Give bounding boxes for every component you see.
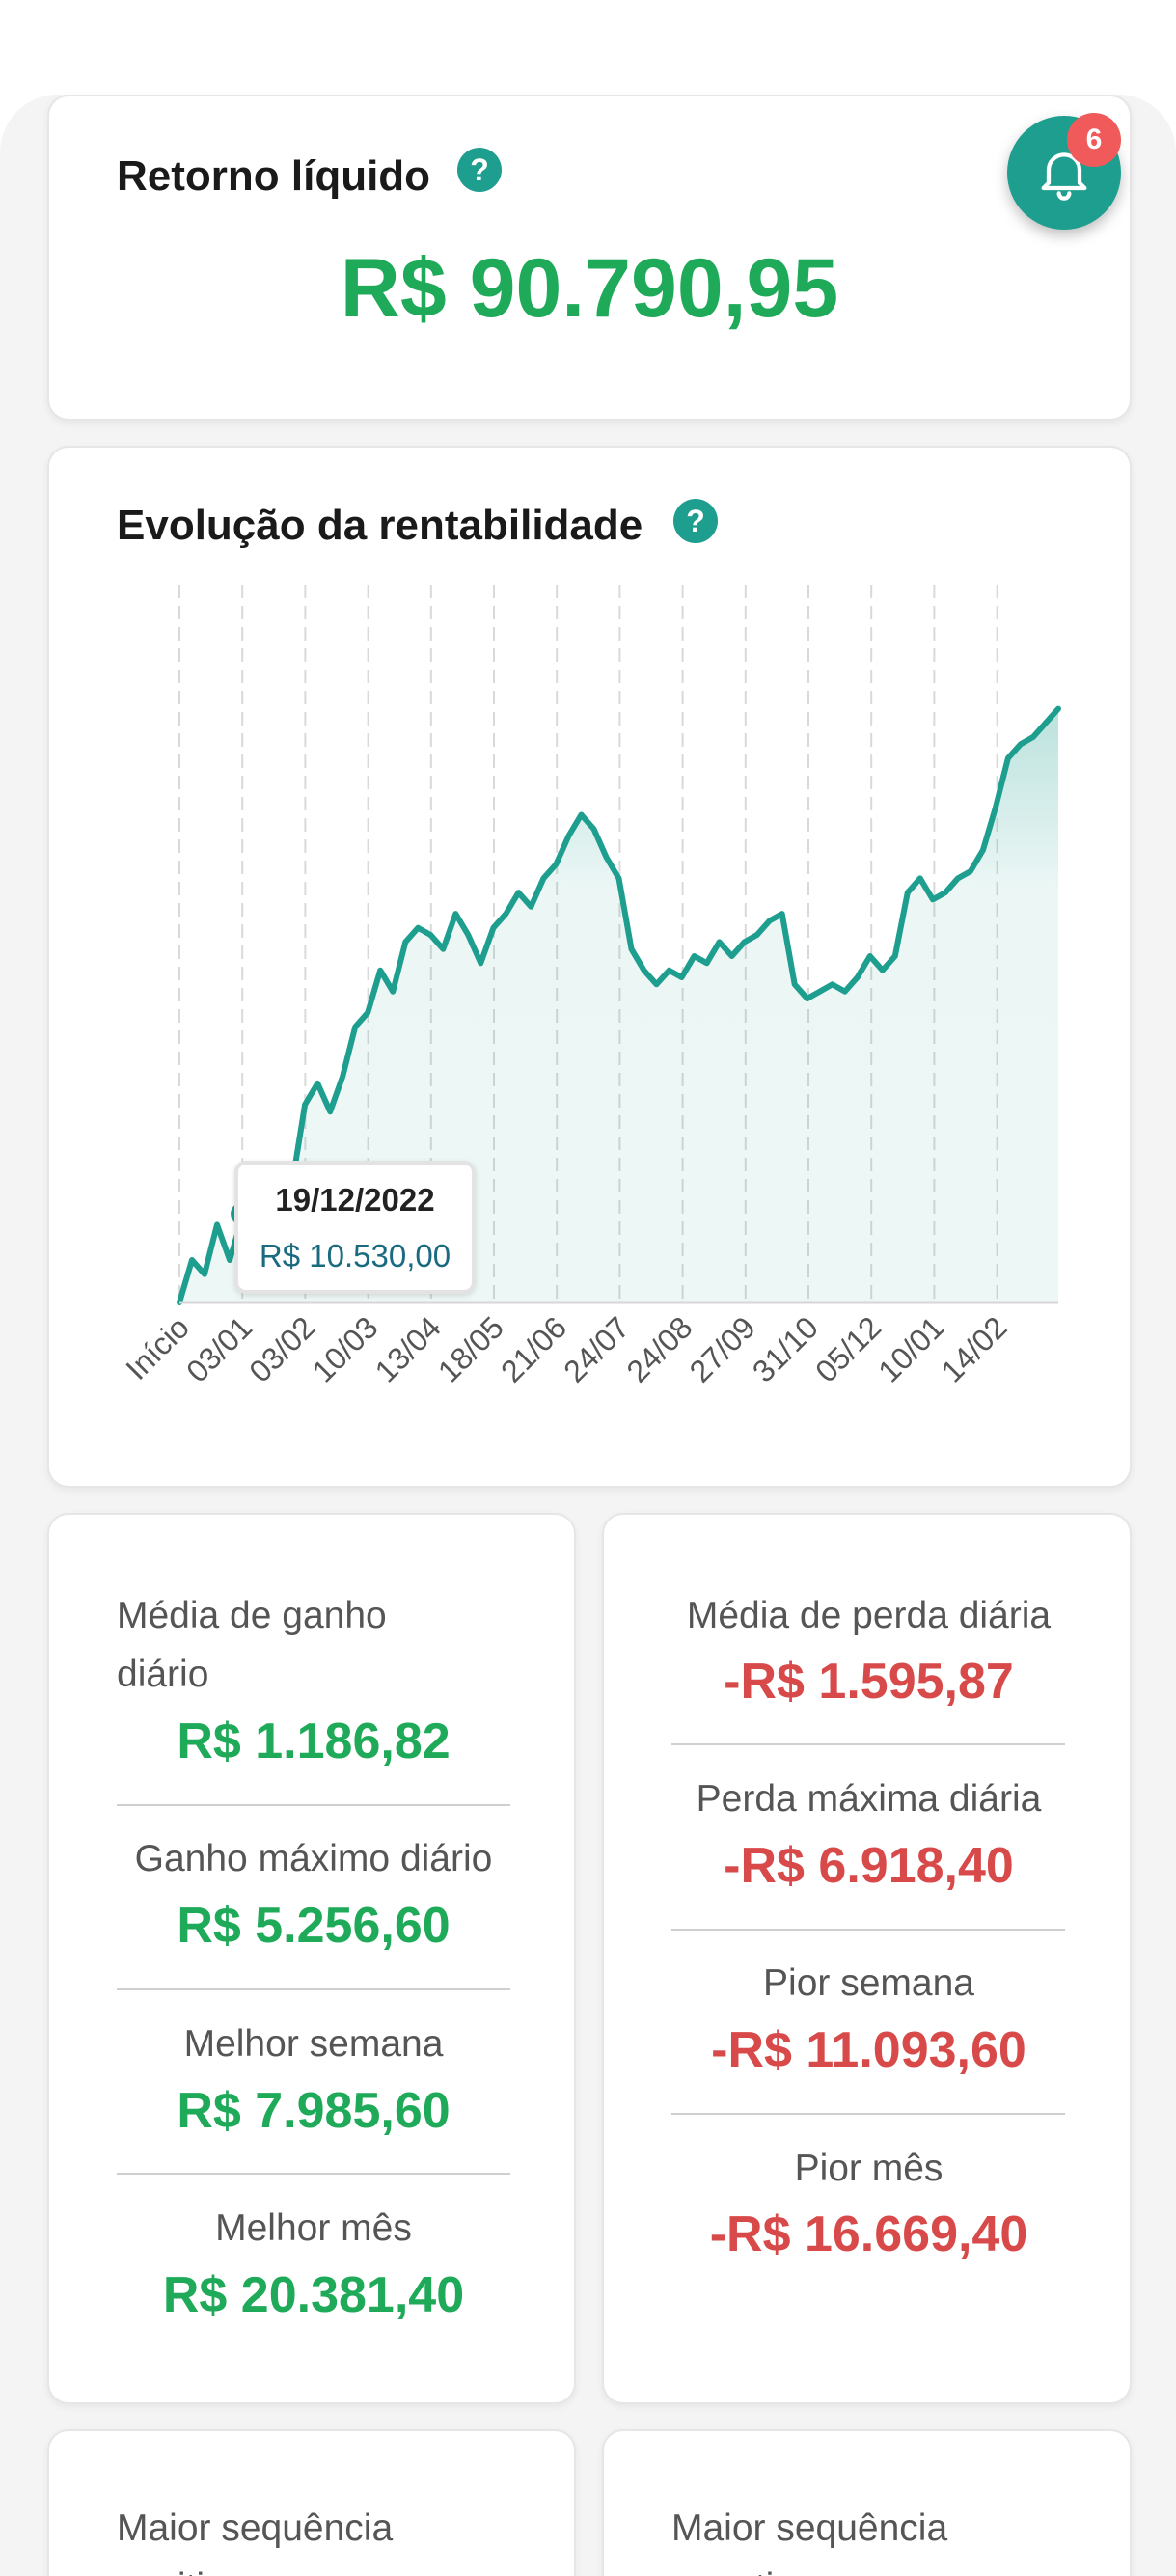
worst-month-value: -R$ 16.669,40 <box>709 2206 1028 2262</box>
help-icon[interactable]: ? <box>673 499 718 543</box>
avg-daily-gain-label: Média de ganho diário <box>117 1595 387 1695</box>
best-month-value: R$ 20.381,40 <box>162 2267 465 2323</box>
best-month-label: Melhor mês <box>215 2207 412 2249</box>
max-daily-gain-value: R$ 5.256,60 <box>177 1898 451 1954</box>
max-daily-loss-value: -R$ 6.918,40 <box>724 1838 1014 1894</box>
avg-daily-loss-label: Média de perda diária <box>686 1595 1052 1636</box>
worst-week-label: Pior semana <box>763 1962 974 2004</box>
negative-streak-label: Maior sequência negativa <box>671 2507 948 2576</box>
help-icon[interactable]: ? <box>457 148 502 192</box>
chart-tooltip: 19/12/2022 R$ 10.530,00 <box>234 1161 476 1294</box>
avg-daily-gain-value: R$ 1.186,82 <box>177 1713 451 1769</box>
divider <box>117 2173 510 2175</box>
net-return-value: R$ 90.790,95 <box>340 242 839 335</box>
positive-streak-card: Maior sequência positiva <box>47 2429 576 2576</box>
worst-month-label: Pior mês <box>794 2148 944 2189</box>
divider <box>671 2113 1065 2115</box>
evolution-card: Evolução da rentabilidade ? <box>47 446 1132 1488</box>
divider <box>117 1988 510 1990</box>
negative-streak-card: Maior sequência negativa <box>602 2429 1132 2576</box>
evolution-title: Evolução da rentabilidade <box>117 502 643 549</box>
gains-card: Média de ganho diário R$ 1.186,82 Ganho … <box>47 1513 576 2404</box>
tooltip-date: 19/12/2022 <box>275 1182 435 1218</box>
divider <box>671 1743 1065 1745</box>
net-return-title: Retorno líquido <box>117 152 431 200</box>
max-daily-loss-label: Perda máxima diária <box>696 1778 1042 1820</box>
net-return-card: Retorno líquido ? R$ 90.790,95 <box>47 95 1132 421</box>
notification-count-badge: 6 <box>1067 113 1121 167</box>
tooltip-value: R$ 10.530,00 <box>259 1238 451 1274</box>
best-week-value: R$ 7.985,60 <box>177 2083 451 2139</box>
divider <box>117 1804 510 1806</box>
worst-week-value: -R$ 11.093,60 <box>711 2022 1026 2078</box>
bell-icon <box>1041 152 1087 201</box>
max-daily-gain-label: Ganho máximo diário <box>134 1838 493 1879</box>
positive-streak-label: Maior sequência positiva <box>117 2507 394 2576</box>
divider <box>671 1929 1065 1931</box>
avg-daily-loss-value: -R$ 1.595,87 <box>724 1654 1014 1710</box>
best-week-label: Melhor semana <box>183 2023 444 2065</box>
losses-card: Média de perda diária -R$ 1.595,87 Perda… <box>602 1513 1132 2404</box>
